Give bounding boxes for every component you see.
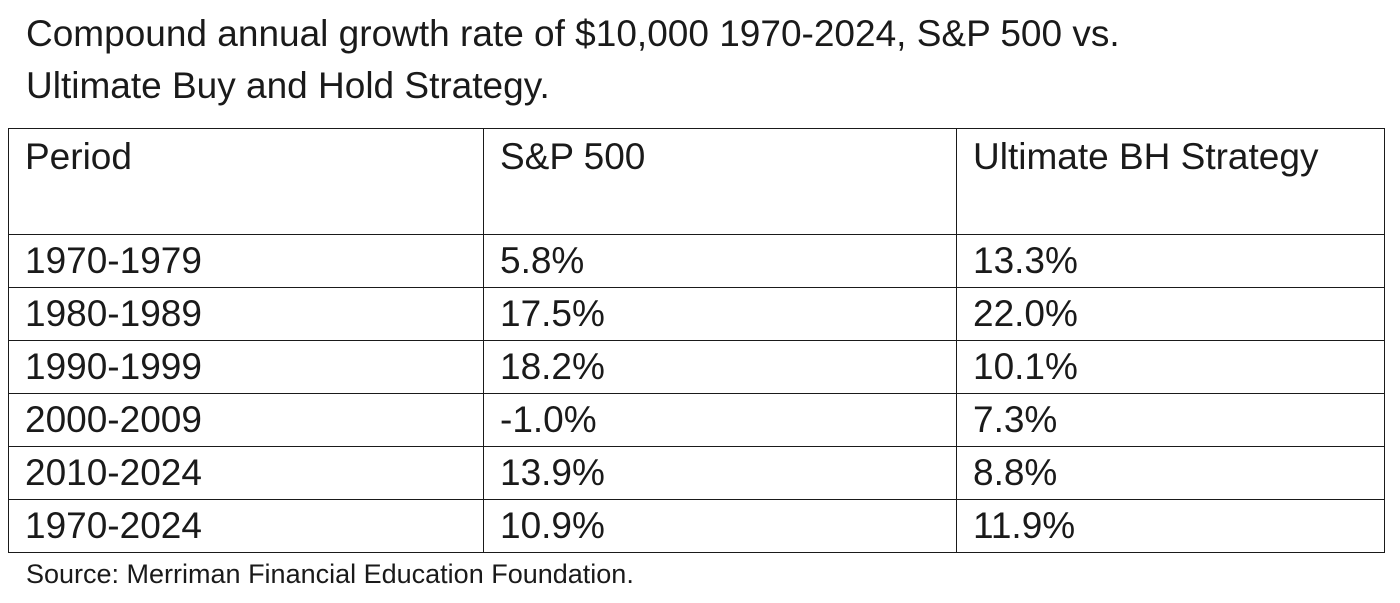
cell-period: 2010-2024: [8, 446, 484, 500]
table-row: 1990-1999 18.2% 10.1%: [8, 340, 1385, 394]
cell-ultimate-bh: 11.9%: [956, 499, 1385, 553]
table-row: 2010-2024 13.9% 8.8%: [8, 446, 1385, 500]
table-row: 1980-1989 17.5% 22.0%: [8, 287, 1385, 341]
document-title: Compound annual growth rate of $10,000 1…: [26, 13, 1120, 106]
cell-sp500: 18.2%: [483, 340, 957, 394]
cell-period: 1990-1999: [8, 340, 484, 394]
cell-sp500: 13.9%: [483, 446, 957, 500]
table-row: 1970-1979 5.8% 13.3%: [8, 234, 1385, 288]
table-row: 1970-2024 10.9% 11.9%: [8, 499, 1385, 553]
cell-sp500: 10.9%: [483, 499, 957, 553]
cell-ultimate-bh: 10.1%: [956, 340, 1385, 394]
cell-sp500: 17.5%: [483, 287, 957, 341]
cell-period: 1980-1989: [8, 287, 484, 341]
cell-ultimate-bh: 7.3%: [956, 393, 1385, 447]
cell-ultimate-bh: 13.3%: [956, 234, 1385, 288]
cell-period: 1970-1979: [8, 234, 484, 288]
cell-sp500: -1.0%: [483, 393, 957, 447]
header-ultimate-bh: Ultimate BH Strategy: [956, 128, 1385, 235]
cell-period: 2000-2009: [8, 393, 484, 447]
cell-sp500: 5.8%: [483, 234, 957, 288]
growth-rate-table: Period S&P 500 Ultimate BH Strategy 1970…: [8, 128, 1385, 553]
cell-ultimate-bh: 8.8%: [956, 446, 1385, 500]
cell-ultimate-bh: 22.0%: [956, 287, 1385, 341]
table-row: 2000-2009 -1.0% 7.3%: [8, 393, 1385, 447]
header-period: Period: [8, 128, 484, 235]
source-note: Source: Merriman Financial Education Fou…: [26, 559, 634, 589]
table-header-row: Period S&P 500 Ultimate BH Strategy: [8, 128, 1385, 235]
cell-period: 1970-2024: [8, 499, 484, 553]
header-sp500: S&P 500: [483, 128, 957, 235]
